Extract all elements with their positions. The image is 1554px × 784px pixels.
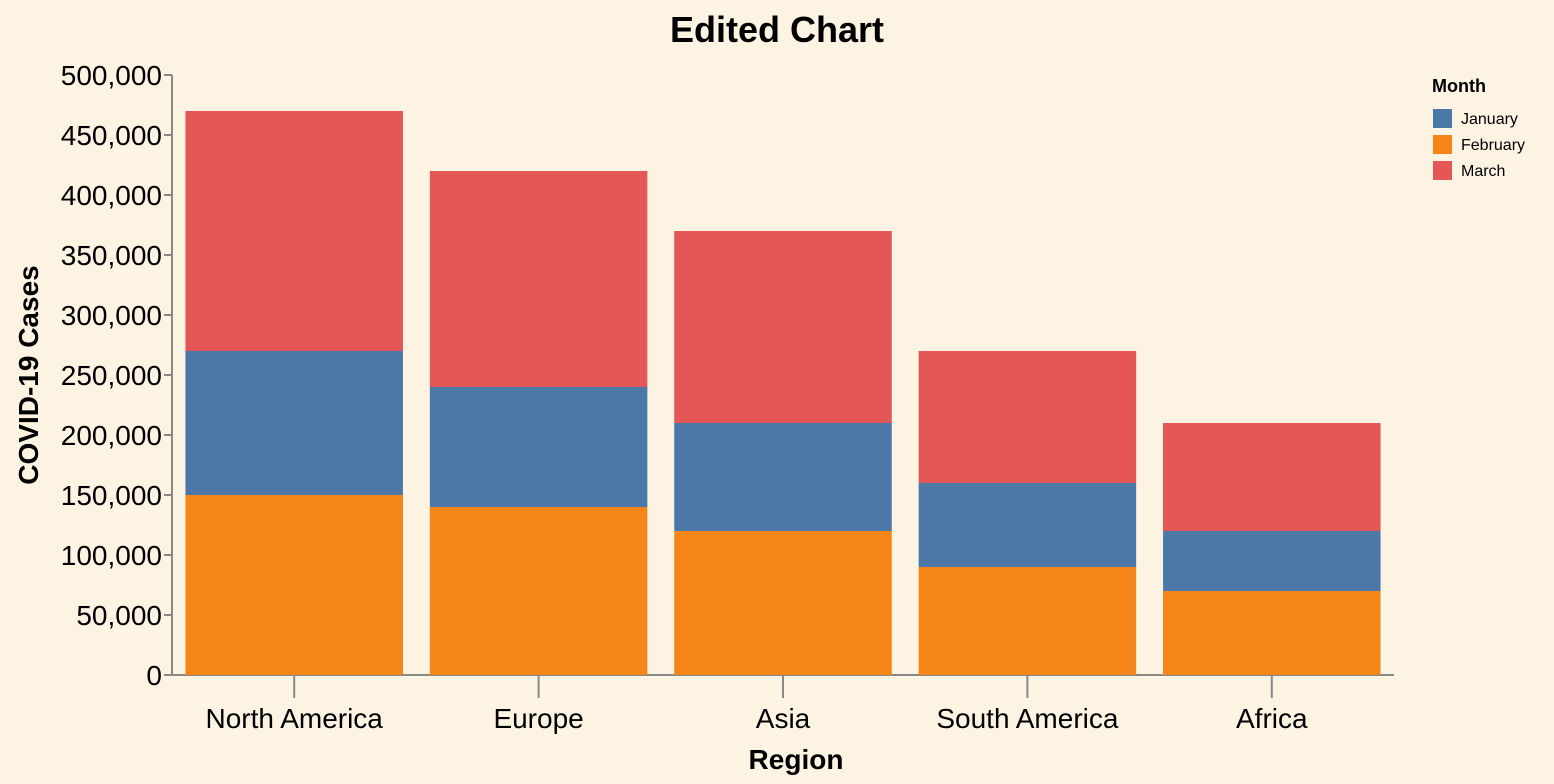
- y-tick-label: 350,000: [61, 240, 162, 271]
- x-tick-label: Asia: [756, 703, 811, 734]
- y-axis-title: COVID-19 Cases: [13, 265, 44, 484]
- y-tick-label: 500,000: [61, 60, 162, 91]
- x-axis: North America Europe Asia South America Afri…: [172, 674, 1394, 734]
- legend-swatch-february: [1433, 135, 1452, 154]
- bar-march-europe: [429, 171, 648, 387]
- bars-group: [185, 111, 1381, 675]
- bar-february-asia: [674, 531, 892, 675]
- bar-march-asia: [674, 231, 892, 423]
- bar-march-africa: [1163, 423, 1381, 531]
- x-tick-label: North America: [205, 703, 383, 734]
- y-tick-label: 450,000: [61, 120, 162, 151]
- x-axis-title: Region: [749, 744, 844, 775]
- y-tick-label: 100,000: [61, 540, 162, 571]
- bar-january-north-america: [185, 351, 403, 495]
- x-tick-label: Europe: [493, 703, 583, 734]
- y-tick-label: 300,000: [61, 300, 162, 331]
- x-tick-label: South America: [936, 703, 1119, 734]
- bar-march-north-america: [185, 111, 403, 351]
- legend: Month January February March: [1432, 76, 1525, 180]
- bar-february-africa: [1163, 591, 1381, 675]
- legend-label-march: March: [1461, 163, 1505, 180]
- y-tick-label: 250,000: [61, 360, 162, 391]
- bar-february-south-america: [918, 567, 1137, 675]
- x-tick-label: Africa: [1236, 703, 1308, 734]
- legend-label-february: February: [1461, 137, 1525, 154]
- bar-february-europe: [429, 507, 648, 675]
- bar-february-north-america: [185, 495, 403, 675]
- legend-label-january: January: [1461, 111, 1518, 128]
- bar-january-south-america: [918, 483, 1137, 567]
- y-tick-label: 150,000: [61, 480, 162, 511]
- y-tick-label: 200,000: [61, 420, 162, 451]
- y-tick-label: 400,000: [61, 180, 162, 211]
- y-tick-label: 0: [146, 660, 162, 691]
- bar-january-europe: [429, 387, 648, 507]
- legend-swatch-january: [1433, 109, 1452, 128]
- chart-title: Edited Chart: [670, 9, 884, 50]
- bar-january-africa: [1163, 531, 1381, 591]
- bar-march-south-america: [918, 351, 1137, 483]
- y-tick-label: 50,000: [76, 600, 162, 631]
- legend-title: Month: [1432, 76, 1486, 96]
- y-axis: 0 50,000 100,000 150,000 200,000 250,000 300,0…: [61, 60, 173, 691]
- bar-january-asia: [674, 423, 892, 531]
- legend-swatch-march: [1433, 161, 1452, 180]
